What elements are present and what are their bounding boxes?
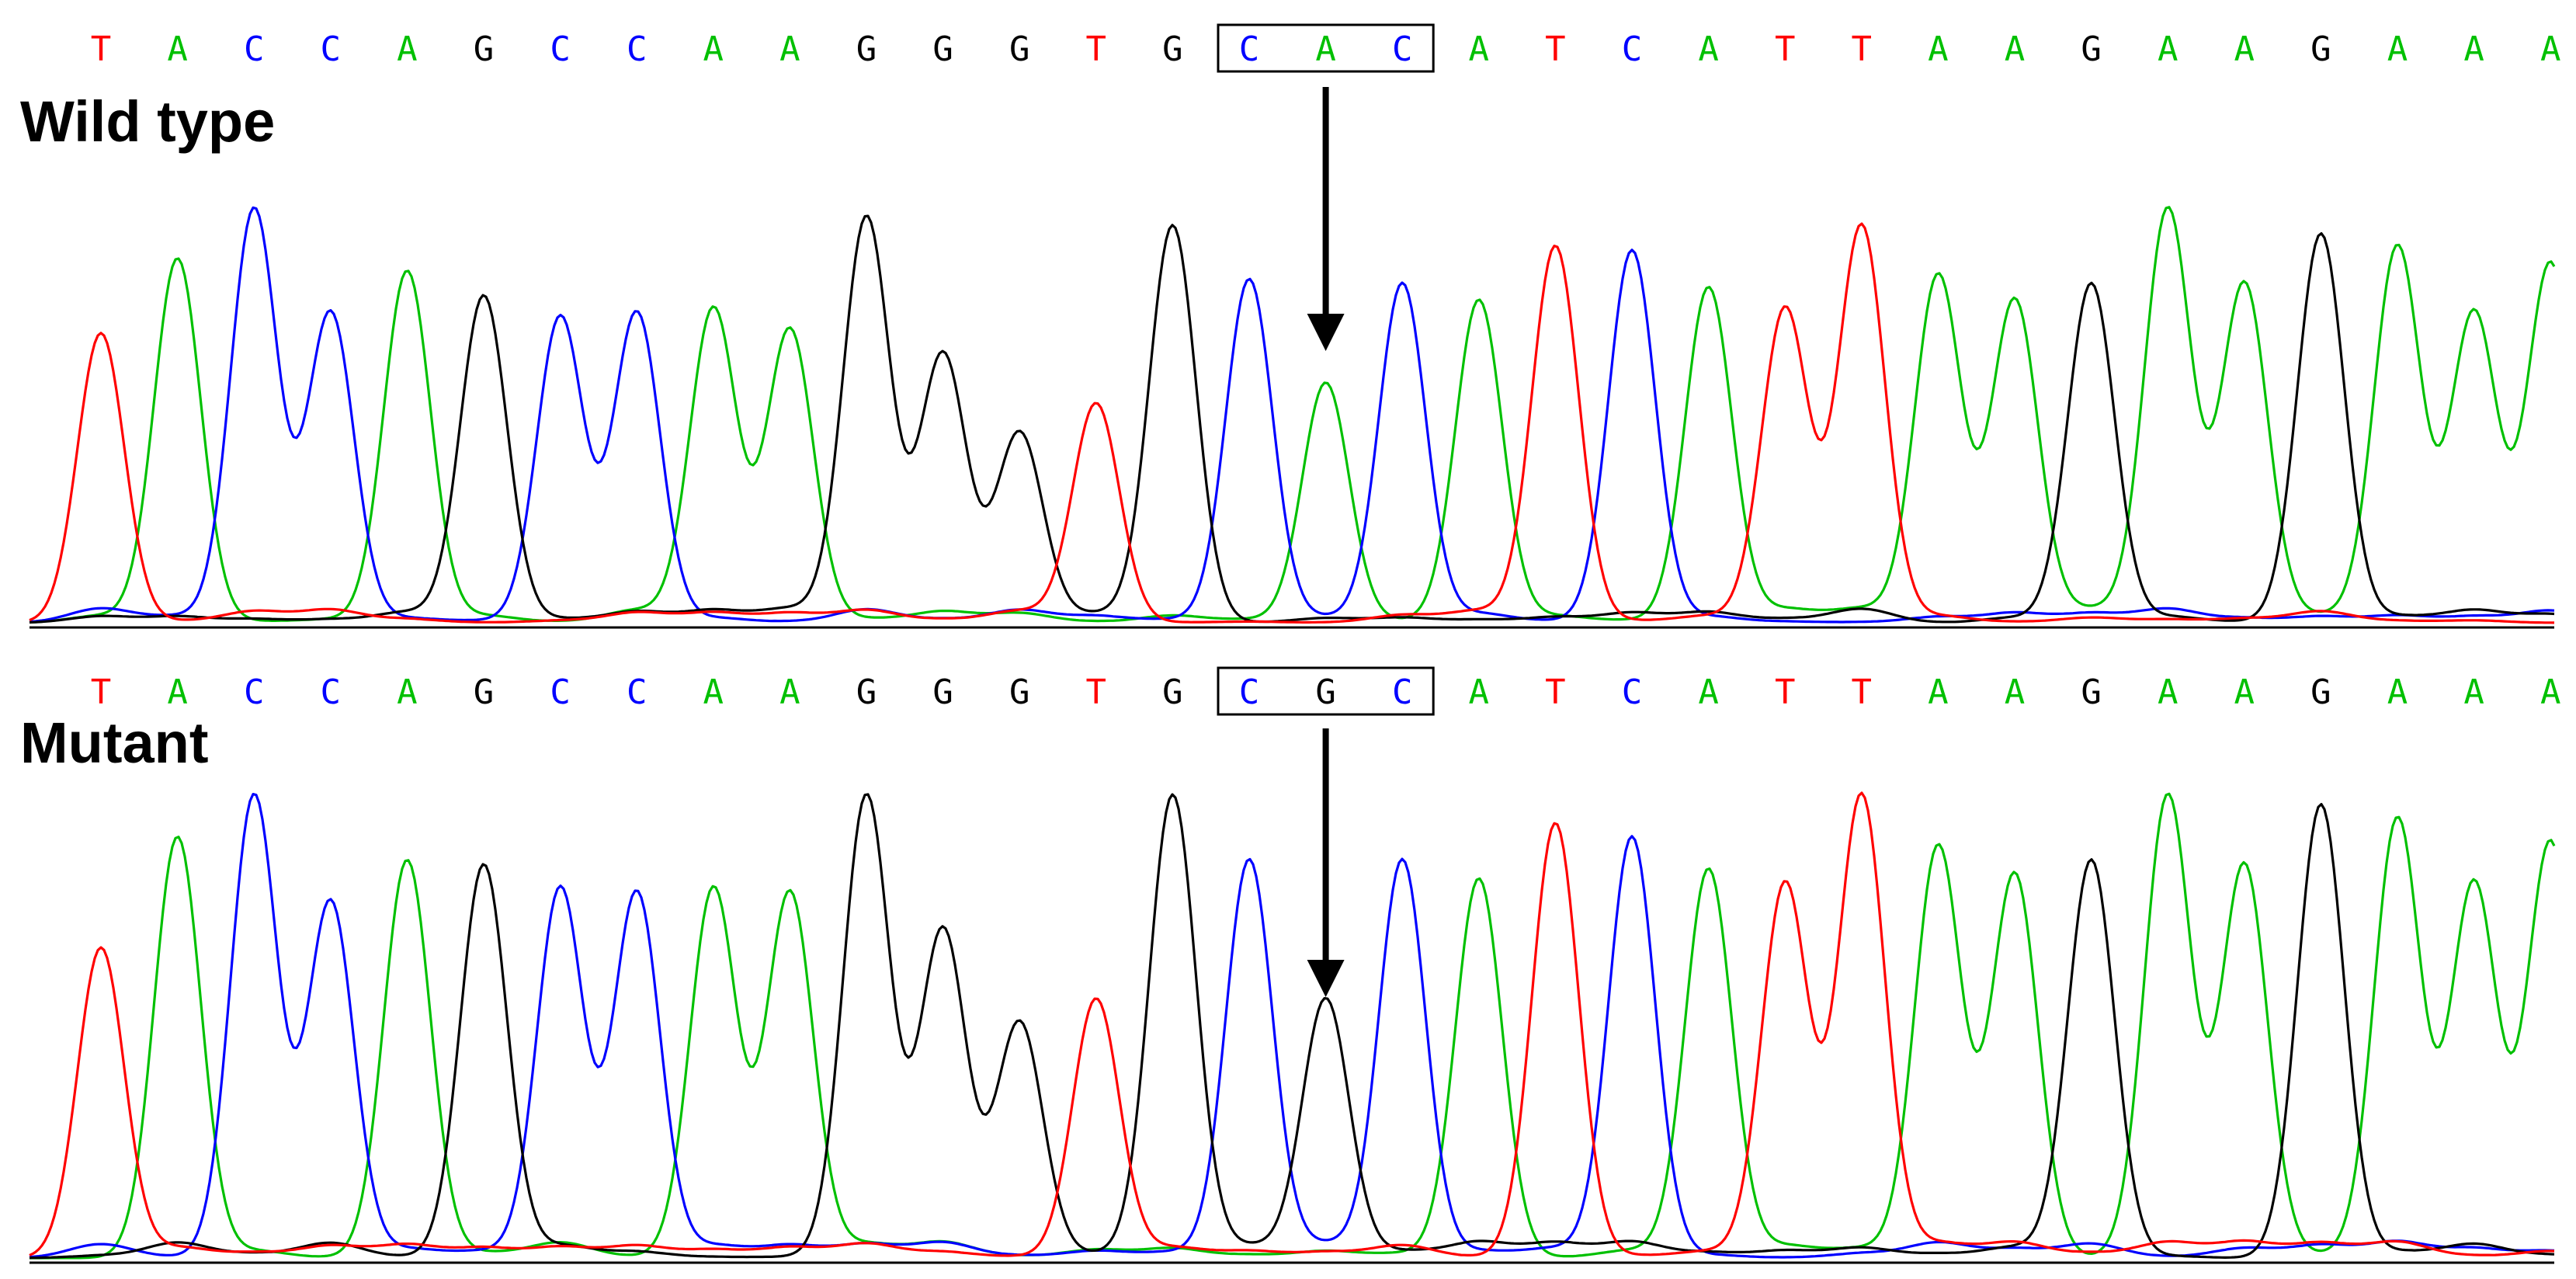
wild-type-base-letter: A [397,30,418,69]
wild-type-base-letter: A [1928,30,1949,69]
wild-type-base-letter: C [550,30,571,69]
wild-type-base-letter: T [1775,30,1796,69]
arrow-head [1307,960,1345,997]
wild-type-base-letter: C [1239,30,1260,69]
mutant-label: Mutant [20,711,209,775]
mutant-base-letter: T [1545,673,1566,712]
mutant-base-letter: A [2463,673,2484,712]
mutant-base-letter: A [167,673,188,712]
wild-type-base-letter: T [1086,30,1107,69]
wild-type-trace-c [29,206,2555,624]
wild-type-base-letter: A [2463,30,2484,69]
wild-type-base-letter: G [1162,30,1183,69]
wild-type-base-letter: A [167,30,188,69]
mutant-trace-c [29,793,2555,1259]
mutant-base-letter: A [779,673,800,712]
mutant-trace-group [29,791,2556,1260]
wild-type-base-letter: G [2310,30,2331,69]
wild-type-trace-a [29,206,2556,624]
mutant-base-letter: G [1315,673,1336,712]
mutant-trace-t [29,791,2555,1257]
mutant-base-letter: T [1086,673,1107,712]
wild-type-base-letter: G [932,30,953,69]
mutant-base-letter: G [1162,673,1183,712]
wild-type-base-letter: A [779,30,800,69]
mutant-base-letter: C [627,673,647,712]
wild-type-base-letter: A [1469,30,1490,69]
mutant-base-letter: C [244,673,265,712]
mutant-base-letter: T [91,673,112,712]
mutant-base-letter: C [1622,673,1643,712]
wild-type-trace-t [29,222,2555,624]
wild-type-base-letter: C [244,30,265,69]
mutant-base-letter: A [397,673,418,712]
wild-type-base-letter: G [2081,30,2102,69]
mutant-base-letter: G [474,673,495,712]
wild-type-base-letter: C [1392,30,1413,69]
wild-type-label: Wild type [20,89,275,154]
mutant-base-letter: A [1469,673,1490,712]
wild-type-base-letter: A [703,30,724,69]
wild-type-base-letter: A [2234,30,2255,69]
mutant-base-letter: A [1698,673,1719,712]
wild-type-trace-g [29,214,2555,624]
wild-type-base-letter: G [856,30,877,69]
wild-type-base-letter: T [91,30,112,69]
wild-type-base-letter: A [2158,30,2178,69]
mutant-base-letter: G [932,673,953,712]
wild-type-base-letter: C [321,30,342,69]
mutant-base-letter: A [2540,673,2561,712]
mutant-base-letter: C [321,673,342,712]
wild-type-base-letter: T [1852,30,1873,69]
wild-type-panel: T A C C A G C C A A G G G T G C A C A T C A T T A A G A A G A A A Wild t… [20,23,2561,629]
mutant-panel: T A C C A G C C A A G G G T G C G C A T C A T T A A G A A G A A A Mutant [20,666,2561,1264]
mutant-base-letter: T [1775,673,1796,712]
mutant-base-letter: G [2310,673,2331,712]
mutant-mutation-arrow [1307,728,1345,997]
wild-type-base-letter: G [1009,30,1030,69]
mutant-base-letter: G [856,673,877,712]
wild-type-codon-box [1217,23,1435,73]
wild-type-base-letter: C [1622,30,1643,69]
wild-type-base-letter: A [2540,30,2561,69]
wild-type-base-letter: A [1698,30,1719,69]
mutant-codon-box [1217,666,1435,716]
wild-type-base-letter: C [627,30,647,69]
wild-type-base-letter: A [1315,30,1336,69]
mutant-base-letter: A [2005,673,2026,712]
wild-type-base-letter: G [474,30,495,69]
mutant-base-letter: G [2081,673,2102,712]
wild-type-base-letter: T [1545,30,1566,69]
arrow-head [1307,314,1345,351]
mutant-base-letter: A [2387,673,2408,712]
wild-type-trace-group [29,206,2556,624]
mutant-base-letter: G [1009,673,1030,712]
mutant-base-letter: C [1392,673,1413,712]
mutant-base-letter: A [703,673,724,712]
wild-type-mutation-arrow [1307,87,1345,351]
wild-type-base-letter: A [2387,30,2408,69]
mutant-base-letter: C [550,673,571,712]
mutant-base-letter: A [2234,673,2255,712]
mutant-base-letter: A [2158,673,2178,712]
mutant-base-letter: C [1239,673,1260,712]
wild-type-base-letter: A [2005,30,2026,69]
mutant-trace-g [29,793,2555,1260]
mutant-base-letter: A [1928,673,1949,712]
mutant-base-letter: T [1852,673,1873,712]
